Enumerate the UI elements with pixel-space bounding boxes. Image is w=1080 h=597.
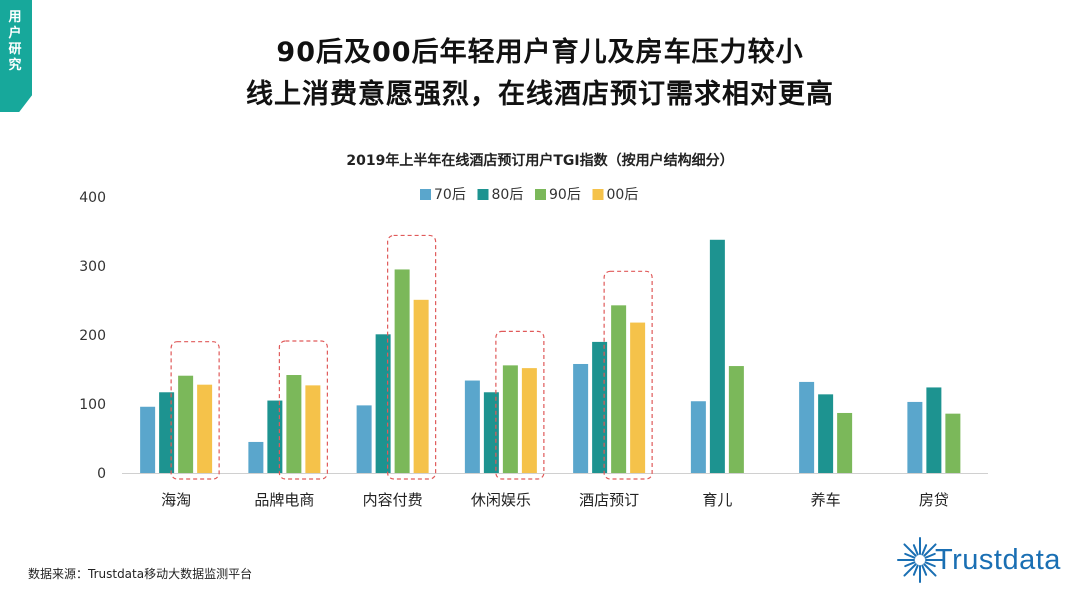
- bar-70后-休闲娱乐: [464, 380, 480, 473]
- bar-70后-养车: [799, 381, 815, 473]
- bar-80后-海淘: [159, 392, 175, 473]
- y-tick-label: 200: [79, 328, 106, 344]
- bar-70后-内容付费: [356, 405, 372, 473]
- x-tick-label: 房贷: [919, 491, 949, 509]
- burst-ray: [903, 563, 917, 577]
- bar-70后-育儿: [690, 401, 706, 473]
- legend-label: 90后: [549, 187, 581, 203]
- headline-line-1: 90后及00后年轻用户育儿及房车压力较小: [276, 37, 804, 68]
- bar-80后-休闲娱乐: [483, 392, 499, 473]
- bar-00后-内容付费: [413, 299, 429, 473]
- legend-swatch: [535, 189, 546, 200]
- legend-label: 80后: [492, 187, 524, 203]
- legend-swatch: [592, 189, 604, 200]
- burst-ray: [923, 543, 937, 557]
- x-tick-label: 养车: [811, 491, 841, 509]
- highlight-box-酒店预订: [603, 270, 653, 480]
- burst-ray: [921, 544, 928, 556]
- bar-80后-内容付费: [375, 334, 391, 473]
- bar-80后-养车: [818, 394, 834, 473]
- bar-80后-育儿: [709, 239, 725, 473]
- bar-70后-酒店预订: [573, 363, 589, 473]
- bar-90后-酒店预订: [611, 305, 627, 473]
- burst-ray: [921, 564, 928, 576]
- x-tick-label: 育儿: [702, 491, 732, 509]
- burst-ray: [904, 552, 916, 559]
- bar-80后-酒店预订: [592, 341, 608, 473]
- y-tick-label: 400: [79, 190, 106, 206]
- bar-90后-养车: [837, 412, 853, 473]
- y-tick-label: 300: [79, 259, 106, 275]
- legend-swatch: [420, 189, 431, 200]
- brand-logo: Trustdata: [895, 530, 1075, 590]
- highlight-box-海淘: [170, 341, 220, 480]
- bar-90后-育儿: [728, 366, 744, 473]
- bar-90后-品牌电商: [286, 375, 302, 473]
- burst-ray: [912, 564, 919, 576]
- bar-70后-房贷: [907, 401, 923, 473]
- bar-90后-海淘: [178, 375, 194, 473]
- bar-00后-海淘: [197, 384, 213, 473]
- burst-ray: [923, 563, 937, 577]
- trustdata-burst-icon: [897, 537, 943, 583]
- y-tick-label: 0: [97, 466, 106, 482]
- x-tick-label: 内容付费: [363, 491, 423, 509]
- bar-90后-内容付费: [394, 269, 410, 473]
- x-tick-label: 休闲娱乐: [471, 491, 531, 509]
- burst-ray: [924, 552, 936, 559]
- chart-title: 2019年上半年在线酒店预订用户TGI指数（按用户结构细分）: [346, 152, 733, 169]
- x-tick-label: 品牌电商: [254, 491, 314, 509]
- x-tick-label: 海淘: [161, 491, 191, 509]
- highlight-box-休闲娱乐: [495, 330, 545, 480]
- data-source-note: 数据来源：Trustdata移动大数据监测平台: [28, 567, 253, 581]
- brand-name: Trustdata: [935, 544, 1061, 576]
- legend-label: 00后: [607, 187, 639, 203]
- burst-ray: [903, 543, 917, 557]
- bar-00后-休闲娱乐: [521, 368, 537, 473]
- bar-00后-品牌电商: [305, 385, 321, 473]
- burst-ray: [904, 561, 916, 568]
- bar-90后-休闲娱乐: [502, 365, 518, 473]
- section-tab: [0, 0, 32, 112]
- bar-70后-海淘: [140, 406, 156, 473]
- bar-70后-品牌电商: [248, 441, 264, 473]
- legend-label: 70后: [434, 187, 466, 203]
- headline-line-2: 线上消费意愿强烈，在线酒店预订需求相对更高: [246, 79, 834, 110]
- bar-90后-房贷: [945, 413, 961, 473]
- section-tab-label: 用户研究: [8, 10, 22, 73]
- highlight-box-内容付费: [387, 234, 437, 480]
- y-tick-label: 100: [79, 397, 106, 413]
- highlight-box-品牌电商: [278, 340, 328, 480]
- bar-80后-房贷: [926, 387, 942, 473]
- legend-swatch: [477, 189, 489, 200]
- bar-00后-酒店预订: [630, 322, 646, 473]
- burst-ray: [924, 561, 936, 568]
- x-tick-label: 酒店预订: [579, 491, 639, 509]
- bar-80后-品牌电商: [267, 400, 283, 473]
- burst-ray: [912, 544, 919, 556]
